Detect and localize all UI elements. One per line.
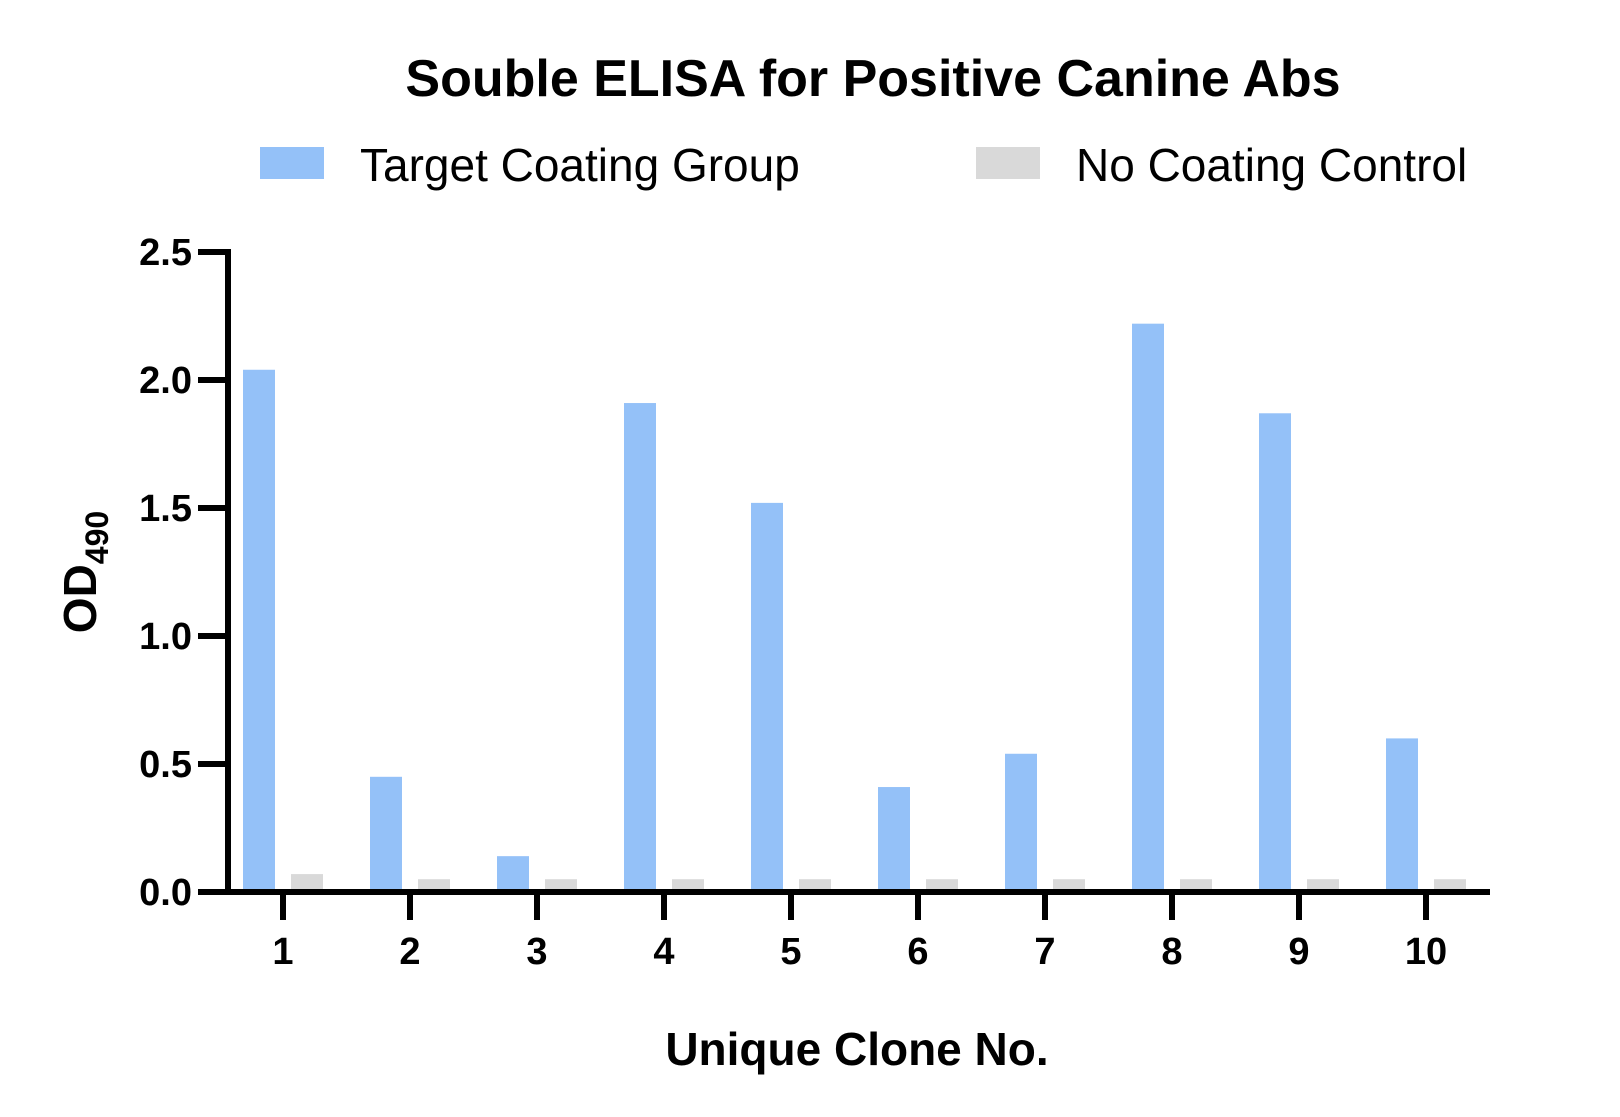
x-tick-label-2: 2: [399, 931, 420, 973]
y-axis-ticks: 0.0 0.5 1.0 1.5 2.0 2.5: [139, 232, 228, 914]
legend-label-no-coating: No Coating Control: [1076, 139, 1467, 191]
x-tick-label-1: 1: [272, 931, 293, 973]
bars: [243, 323, 1466, 892]
legend-swatch-no-coating: [976, 147, 1040, 179]
bar-target-coating-7: [1005, 753, 1037, 892]
chart-title: Souble ELISA for Positive Canine Abs: [405, 50, 1340, 108]
bar-target-coating-1: [243, 369, 275, 892]
legend: Target Coating Group No Coating Control: [260, 139, 1467, 191]
bar-target-coating-10: [1386, 738, 1418, 892]
bar-target-coating-8: [1132, 323, 1164, 892]
x-axis-ticks: 1 2 3 4 5 6 7 8 9 10: [272, 892, 1447, 973]
y-axis-title-main: OD: [54, 564, 106, 633]
bar-no-coating-10: [1434, 879, 1466, 892]
y-tick-label-1.5: 1.5: [139, 488, 192, 530]
x-tick-label-8: 8: [1161, 931, 1182, 973]
y-tick-label-1.0: 1.0: [139, 616, 192, 658]
bar-target-coating-9: [1259, 413, 1291, 892]
legend-label-target-coating: Target Coating Group: [360, 139, 800, 191]
bar-no-coating-8: [1180, 879, 1212, 892]
x-tick-label-10: 10: [1405, 931, 1447, 973]
bar-no-coating-1: [291, 874, 323, 892]
x-tick-label-6: 6: [907, 931, 928, 973]
bar-no-coating-3: [545, 879, 577, 892]
x-tick-label-5: 5: [780, 931, 801, 973]
bar-target-coating-5: [751, 502, 783, 892]
bar-no-coating-9: [1307, 879, 1339, 892]
bar-target-coating-2: [370, 776, 402, 892]
x-tick-label-4: 4: [653, 931, 674, 973]
x-tick-label-7: 7: [1034, 931, 1055, 973]
bar-no-coating-7: [1053, 879, 1085, 892]
bar-target-coating-3: [497, 856, 529, 892]
y-tick-label-0.5: 0.5: [139, 744, 192, 786]
bar-no-coating-2: [418, 879, 450, 892]
axes: [225, 249, 1490, 895]
bar-target-coating-4: [624, 403, 656, 892]
legend-swatch-target-coating: [260, 147, 324, 179]
x-axis-title: Unique Clone No.: [665, 1023, 1048, 1075]
y-axis-title-subscript: 490: [79, 511, 115, 564]
bar-no-coating-6: [926, 879, 958, 892]
bar-target-coating-6: [878, 787, 910, 892]
y-axis-title: OD490: [54, 511, 115, 633]
bar-no-coating-4: [672, 879, 704, 892]
x-tick-label-9: 9: [1288, 931, 1309, 973]
y-tick-label-0.0: 0.0: [139, 872, 192, 914]
x-tick-label-3: 3: [526, 931, 547, 973]
y-tick-label-2.5: 2.5: [139, 232, 192, 274]
bar-no-coating-5: [799, 879, 831, 892]
y-tick-label-2.0: 2.0: [139, 360, 192, 402]
